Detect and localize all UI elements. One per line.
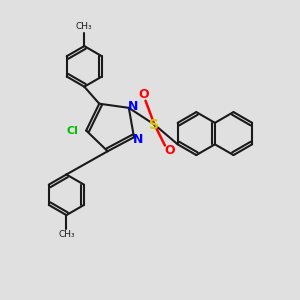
Text: O: O — [164, 144, 175, 158]
Text: Cl: Cl — [67, 125, 79, 136]
Text: CH₃: CH₃ — [76, 22, 93, 31]
Text: O: O — [139, 88, 149, 101]
Text: S: S — [149, 118, 160, 132]
Text: N: N — [128, 100, 139, 113]
Text: N: N — [132, 133, 143, 146]
Text: CH₃: CH₃ — [58, 230, 75, 239]
